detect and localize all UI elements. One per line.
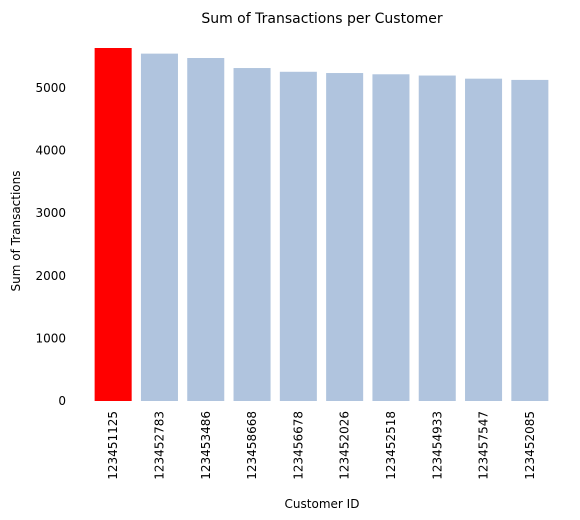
x-tick-label: 123456678	[291, 411, 305, 480]
bar-123456678	[279, 71, 317, 401]
y-tick-label: 0	[58, 394, 66, 408]
x-tick-label: 123458668	[245, 411, 259, 480]
chart-title: Sum of Transactions per Customer	[201, 11, 443, 27]
y-tick-label: 2000	[35, 269, 66, 283]
x-tick-label: 123452026	[338, 411, 352, 480]
bar-123452026	[326, 73, 364, 401]
x-tick-label: 123452783	[152, 411, 166, 480]
bar-123454933	[418, 75, 456, 401]
bar-123451125	[94, 48, 132, 401]
bar-123452518	[372, 74, 410, 401]
x-tick-label: 123453486	[199, 411, 213, 480]
bar-123453486	[187, 58, 225, 401]
y-tick-label: 5000	[35, 81, 66, 95]
x-tick-label: 123452085	[523, 411, 537, 480]
y-axis-label: Sum of Transactions	[9, 170, 23, 291]
bar-123458668	[233, 68, 271, 401]
y-tick-label: 4000	[35, 144, 66, 158]
bar-123452085	[511, 79, 549, 402]
bars-group	[94, 48, 549, 402]
x-axis-label: Customer ID	[285, 497, 360, 511]
y-tick-label: 3000	[35, 206, 66, 220]
bar-123457547	[465, 78, 503, 402]
x-tick-label: 123457547	[477, 411, 491, 480]
y-axis-ticks: 0 1000 2000 3000 4000 5000	[35, 81, 66, 408]
y-tick-label: 1000	[35, 331, 66, 345]
x-tick-label: 123452518	[384, 411, 398, 480]
x-tick-label: 123451125	[106, 411, 120, 480]
x-tick-label: 123454933	[430, 411, 444, 480]
bar-123452783	[140, 53, 178, 401]
x-axis-ticks: 123451125 123452783 123453486 123458668 1234…	[106, 411, 537, 480]
